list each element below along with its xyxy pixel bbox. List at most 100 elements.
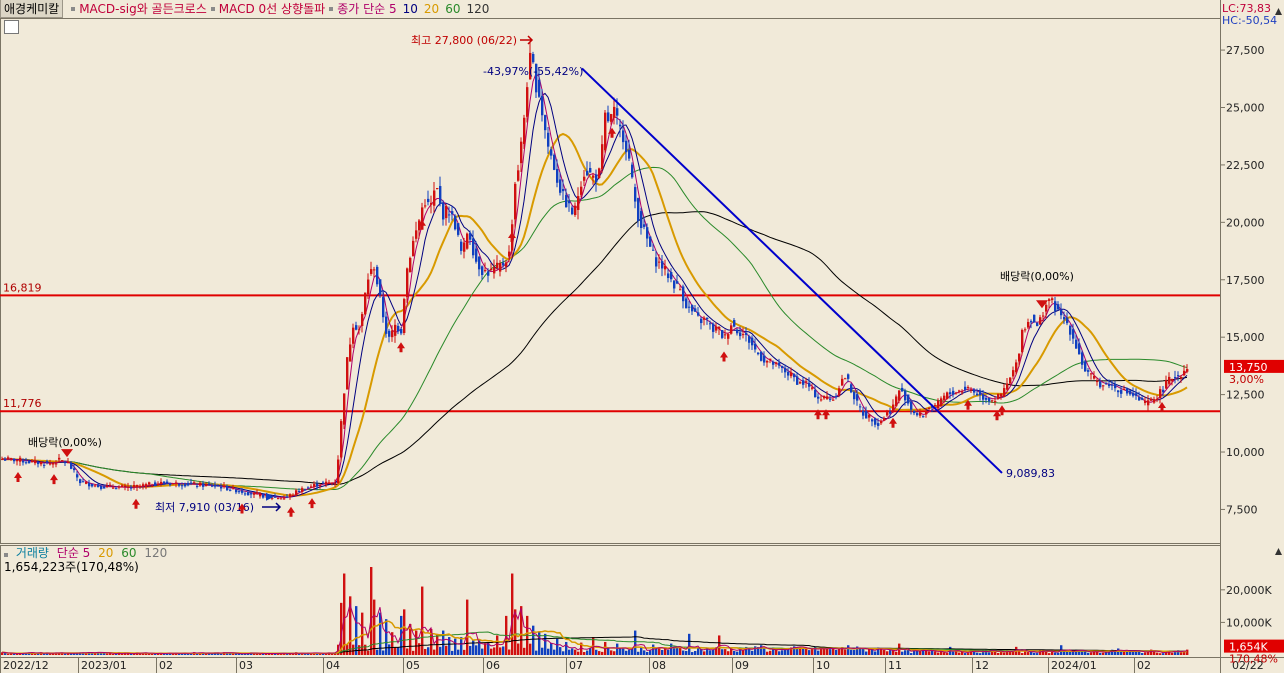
volume-ma-60[interactable]: 60 xyxy=(121,546,137,560)
price-ma-label[interactable]: 종가 단순 5 xyxy=(337,2,397,16)
candle xyxy=(1006,377,1009,391)
candle xyxy=(226,484,229,492)
candle-body xyxy=(13,458,16,462)
candle-body xyxy=(805,381,808,383)
volume-bar xyxy=(631,648,634,655)
candle xyxy=(1069,324,1072,341)
volume-bar xyxy=(1096,651,1099,655)
dividend-label-1: 배당락(0,00%) xyxy=(28,436,102,449)
candle-body xyxy=(517,170,520,181)
candle-body xyxy=(322,482,325,484)
volume-bar xyxy=(571,648,574,655)
indicator-square-icon xyxy=(329,6,334,11)
grid-toggle-icon[interactable] xyxy=(4,20,19,34)
candle xyxy=(1078,338,1081,355)
candle-body xyxy=(466,233,469,249)
volume-bar xyxy=(1024,649,1027,655)
candle xyxy=(1105,382,1108,386)
stock-title[interactable]: 애경케미칼 xyxy=(0,0,64,18)
volume-bar xyxy=(157,653,160,655)
volume-bar xyxy=(262,653,265,655)
candle-body xyxy=(637,198,640,222)
indicator-1[interactable]: MACD-sig와 골든크로스 xyxy=(79,2,207,16)
volume-bar xyxy=(181,653,184,655)
candle xyxy=(442,200,445,226)
volume-bar xyxy=(412,650,415,655)
ma-10-label[interactable]: 10 xyxy=(402,1,418,16)
ma-60-label[interactable]: 60 xyxy=(445,1,461,16)
candle-body xyxy=(163,481,166,484)
volume-bar xyxy=(1084,651,1087,655)
candle xyxy=(274,493,277,498)
candle-body xyxy=(403,299,406,334)
candle-body xyxy=(370,269,373,274)
candle xyxy=(997,393,1000,400)
candle-body xyxy=(460,241,463,251)
volume-label[interactable]: 거래량 xyxy=(15,546,49,560)
candle xyxy=(223,481,226,489)
candle xyxy=(685,296,688,309)
volume-bar xyxy=(757,647,760,655)
candle xyxy=(349,337,352,362)
candle xyxy=(718,326,721,336)
volume-bar xyxy=(4,652,7,655)
candle-body xyxy=(334,483,337,485)
x-tick-label: 2024/01 xyxy=(1051,659,1097,672)
volume-bar xyxy=(94,652,97,655)
candle xyxy=(82,477,85,483)
candle xyxy=(430,195,433,214)
dividend-arrow-icon xyxy=(1036,300,1048,309)
volume-bar xyxy=(511,573,514,655)
candle-body xyxy=(1033,314,1036,323)
volume-bar xyxy=(637,651,640,655)
candle-body xyxy=(895,396,898,407)
candle xyxy=(322,480,325,485)
volume-panel-collapse-icon[interactable] xyxy=(1275,548,1282,555)
candle-body xyxy=(208,483,211,485)
volume-bar xyxy=(1105,651,1108,655)
volume-bar xyxy=(121,653,124,655)
candle-body xyxy=(442,202,445,220)
volume-ma-label[interactable]: 단순 5 xyxy=(56,546,91,560)
candle-body xyxy=(685,298,688,309)
volume-bar xyxy=(1144,652,1147,655)
candle-body xyxy=(454,215,457,230)
volume-bar xyxy=(109,653,112,655)
candle xyxy=(1126,387,1129,396)
volume-bar xyxy=(484,643,487,655)
volume-ma-120[interactable]: 120 xyxy=(144,546,168,560)
volume-bar xyxy=(1123,650,1126,655)
candle xyxy=(181,482,184,490)
candle-body xyxy=(844,378,847,380)
candle xyxy=(688,300,691,313)
candle-body xyxy=(697,312,700,316)
candle-body xyxy=(115,488,118,490)
candle xyxy=(1045,300,1048,319)
panel-collapse-icon[interactable] xyxy=(1275,8,1282,15)
volume-bar xyxy=(967,653,970,655)
candle xyxy=(472,230,475,259)
volume-bar xyxy=(826,647,829,655)
volume-ma-20[interactable]: 20 xyxy=(98,546,114,560)
volume-bar xyxy=(739,648,742,655)
y-tick-label: 27,500 xyxy=(1226,44,1265,57)
volume-bar xyxy=(760,645,763,655)
candle xyxy=(385,311,388,338)
candle xyxy=(538,70,541,98)
candle-body xyxy=(841,378,844,386)
candle-body xyxy=(352,327,355,344)
indicator-2[interactable]: MACD 0선 상향돌파 xyxy=(218,2,326,16)
ma-20-label[interactable]: 20 xyxy=(423,1,440,16)
ma-120-label[interactable]: 120 xyxy=(466,1,490,16)
candle xyxy=(16,459,19,466)
candle-body xyxy=(49,463,52,465)
volume-bar xyxy=(1054,652,1057,655)
buy-arrow-icon xyxy=(993,410,1001,421)
candle-body xyxy=(1162,389,1165,393)
candle xyxy=(10,457,13,461)
candle xyxy=(199,481,202,487)
candle xyxy=(706,317,709,325)
candle-body xyxy=(445,205,448,219)
candle-body xyxy=(340,421,343,458)
